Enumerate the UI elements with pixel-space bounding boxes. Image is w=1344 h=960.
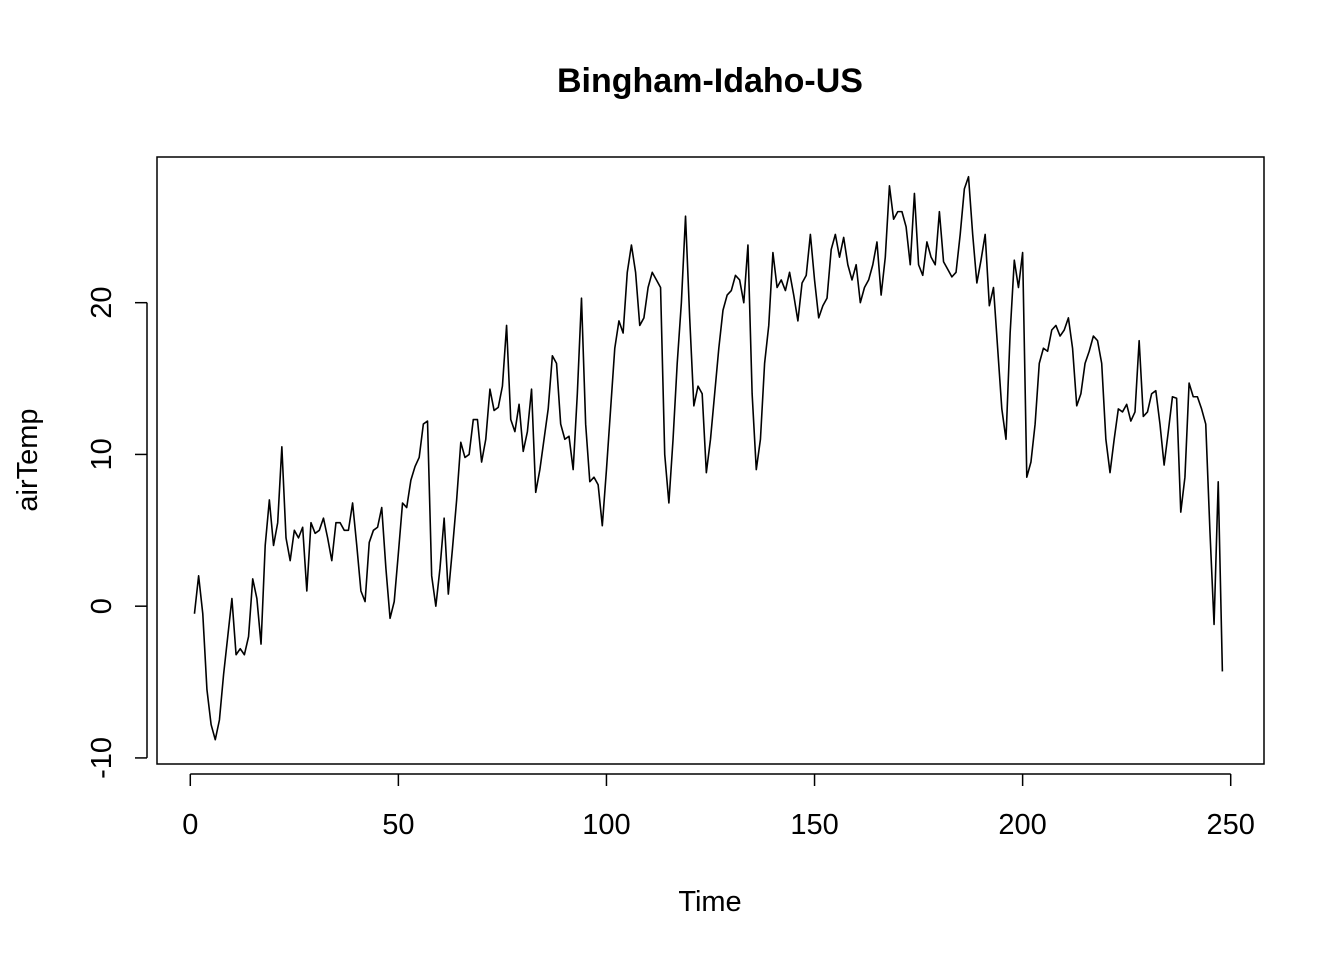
x-tick-label: 200 (998, 809, 1046, 841)
x-tick-label: 250 (1207, 809, 1255, 841)
y-tick-label: 10 (86, 438, 118, 470)
x-tick-label: 50 (382, 809, 414, 841)
x-tick-label: 0 (182, 809, 198, 841)
x-axis: 0 50 100 150 200 250 (182, 773, 1255, 841)
series-group (193, 175, 1224, 741)
plot-frame (156, 156, 1265, 765)
chart-title: Bingham-Idaho-US (557, 62, 863, 100)
y-tick-label: 20 (86, 287, 118, 319)
x-tick-label: 100 (582, 809, 630, 841)
y-axis: -10 0 10 20 (86, 287, 148, 779)
y-tick-label: -10 (86, 737, 118, 779)
y-tick-label: 0 (86, 598, 118, 614)
series-line (193, 175, 1224, 741)
y-axis-label: airTemp (12, 408, 44, 511)
x-axis-label: Time (678, 886, 741, 918)
x-tick-label: 150 (790, 809, 838, 841)
